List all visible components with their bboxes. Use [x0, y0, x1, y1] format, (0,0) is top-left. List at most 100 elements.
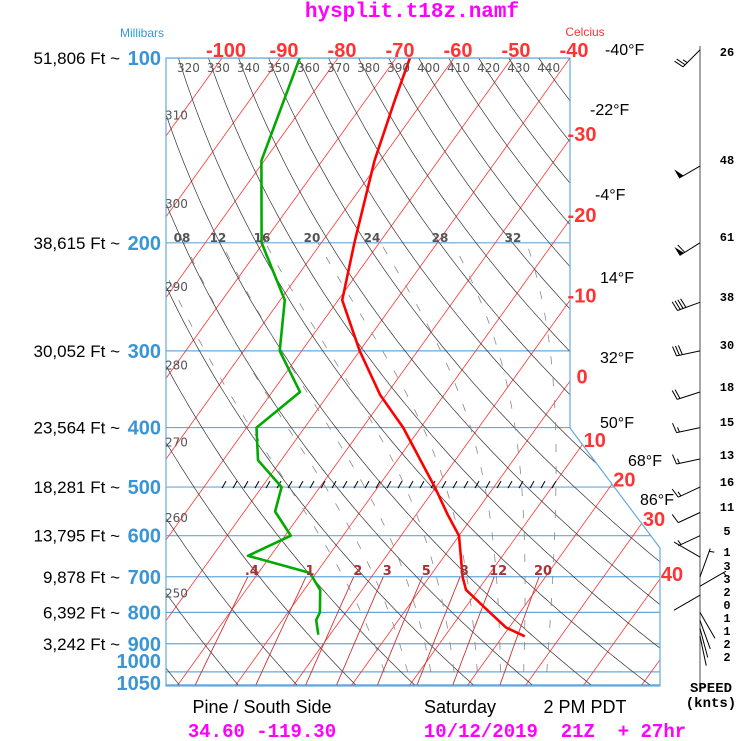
barb-staff [676, 458, 701, 465]
barb-pennant [674, 169, 684, 179]
wind-speed-label: 0 [723, 599, 730, 613]
moist-adiabat-label: 16 [254, 231, 271, 245]
chart-title: hysplit.t18z.namf [305, 1, 519, 24]
isotherm-label: -20 [568, 205, 597, 227]
hatch-mark [243, 480, 249, 489]
hatch-mark [408, 480, 414, 489]
dry-adiabat [208, 58, 660, 686]
hatch-mark [364, 480, 370, 489]
fahrenheit-label: -40°F [605, 42, 645, 59]
isotherm [699, 58, 741, 686]
barb-staff [676, 350, 701, 357]
wind-speed-label: 38 [720, 291, 734, 305]
dry-adiabat [166, 58, 474, 686]
moist-adiabat [184, 242, 408, 672]
wind-speed-label: 2 [723, 586, 730, 600]
dry-adiabat-label: 400 [417, 61, 440, 75]
moist-adiabat [526, 242, 557, 672]
hatch-mark [232, 480, 238, 489]
mixing-ratio-line [255, 576, 307, 686]
moist-adiabat [317, 242, 478, 672]
mixing-ratio-line [377, 576, 423, 686]
pressure-label: 200 [128, 233, 161, 255]
dry-adiabat-label: 420 [477, 61, 500, 75]
barb-staff [678, 512, 701, 524]
moist-adiabat-label: 20 [304, 231, 321, 245]
hatch-mark [320, 480, 326, 489]
barb-pennant [674, 247, 684, 256]
barb-full [677, 299, 684, 309]
dry-adiabat-label: 280 [165, 359, 188, 373]
wind-speed-label: 48 [720, 154, 734, 168]
barb-full [674, 60, 684, 68]
moist-adiabat-label: 12 [210, 231, 227, 245]
altitude-label: 38,615 Ft ~ [34, 234, 121, 253]
wind-barb [699, 636, 707, 666]
barb-staff [699, 636, 707, 666]
wind-speed-units: (knts) [686, 696, 736, 712]
hatch-mark [529, 480, 535, 489]
barb-half [676, 458, 680, 464]
pressure-label: 400 [128, 418, 161, 440]
pressure-label: 900 [128, 634, 161, 656]
isotherm [0, 58, 106, 686]
wind-barb [699, 620, 711, 649]
dry-adiabat [166, 58, 298, 686]
hatch-mark [221, 480, 227, 489]
altitude-label: 51,806 Ft ~ [34, 49, 121, 68]
barb-full [674, 345, 680, 356]
isotherm [176, 58, 629, 686]
barb-staff [699, 548, 711, 577]
wind-barb [699, 628, 709, 658]
barb-staff [699, 620, 711, 649]
dry-adiabat-label: 440 [537, 61, 560, 75]
fahrenheit-label: -22°F [590, 102, 630, 119]
dry-adiabat [568, 58, 660, 686]
isotherm [166, 58, 339, 686]
hatch-mark [452, 480, 458, 489]
dry-adiabat [598, 58, 660, 686]
dry-adiabat [508, 58, 660, 686]
altitude-label: 13,795 Ft ~ [34, 527, 121, 546]
time-label: 2 PM PDT [543, 697, 626, 717]
wind-speed-header: SPEED [690, 681, 732, 697]
wind-barb [671, 512, 701, 524]
pressure-label: 1000 [117, 651, 162, 673]
coordinates-label: 34.60 -119.30 [188, 721, 336, 741]
isotherm [466, 58, 660, 686]
pressure-label: 600 [128, 526, 161, 548]
day-label: Saturday [424, 697, 496, 717]
dry-adiabat [166, 58, 356, 686]
isotherm-label: -50 [502, 40, 531, 62]
isotherm-label: -30 [568, 124, 597, 146]
mixing-ratio-label: 2 [353, 564, 362, 579]
barb-full [672, 346, 677, 357]
altitude-label: 23,564 Ft ~ [34, 419, 121, 438]
wind-barb [671, 486, 701, 498]
wind-barb [677, 535, 701, 547]
wind-speed-label: 18 [720, 381, 734, 395]
wind-speed-label: 16 [720, 476, 734, 490]
dry-adiabat [478, 58, 660, 686]
moist-adiabat [452, 242, 526, 672]
barb-full [677, 345, 683, 355]
plot-border [165, 57, 661, 687]
moist-adiabat [265, 242, 455, 672]
moist-adiabat-label: 28 [432, 231, 449, 245]
altitude-label: 6,392 Ft ~ [43, 603, 120, 622]
isotherm [166, 58, 513, 686]
model-run-label: 10/12/2019 21Z + 27hr [424, 721, 686, 741]
wind-speed-label: 3 [723, 560, 730, 574]
dry-adiabat [358, 58, 660, 686]
barb-staff [676, 427, 701, 434]
dry-adiabat-label: 250 [165, 586, 188, 600]
barb-half [709, 550, 715, 553]
dry-adiabat [166, 58, 533, 686]
hatch-mark [342, 480, 348, 489]
isotherm [408, 58, 660, 686]
pressure-label: 100 [128, 48, 161, 70]
barb-full [680, 298, 687, 308]
barb-half [676, 427, 680, 433]
isotherm [166, 58, 281, 686]
